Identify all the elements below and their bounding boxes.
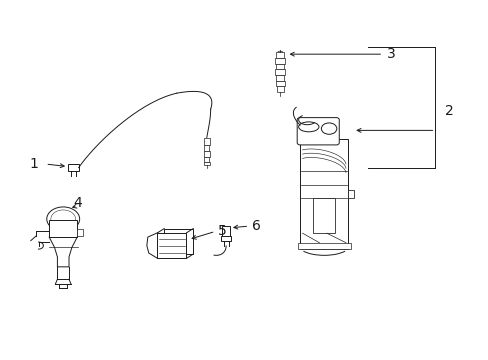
Text: 1: 1 [29,157,38,171]
Bar [348,190,353,198]
Circle shape [47,207,80,231]
Bar [275,69,285,75]
Bar [203,145,209,151]
Bar [203,151,209,157]
Bar [275,81,285,86]
Bar [276,53,284,58]
Bar [222,226,229,237]
Bar [276,75,284,81]
Bar [221,236,231,241]
Bar [313,198,334,233]
Text: 6: 6 [251,219,260,233]
Bar [300,139,348,249]
Ellipse shape [277,51,282,54]
Circle shape [51,210,75,228]
Text: 5: 5 [218,224,226,238]
Text: 3: 3 [386,47,395,61]
Circle shape [321,123,336,134]
Bar [275,58,285,64]
Bar [157,233,186,258]
Bar [164,229,193,254]
Text: 4: 4 [73,196,82,210]
Bar [276,64,284,69]
Ellipse shape [298,122,318,132]
Bar [204,157,209,162]
Bar [203,138,209,145]
Bar [77,229,83,236]
Text: 2: 2 [444,104,453,118]
Bar [276,86,284,92]
Bar [297,243,350,249]
Bar [49,220,77,237]
FancyBboxPatch shape [297,118,339,145]
Bar [68,164,79,171]
Bar [203,162,209,165]
